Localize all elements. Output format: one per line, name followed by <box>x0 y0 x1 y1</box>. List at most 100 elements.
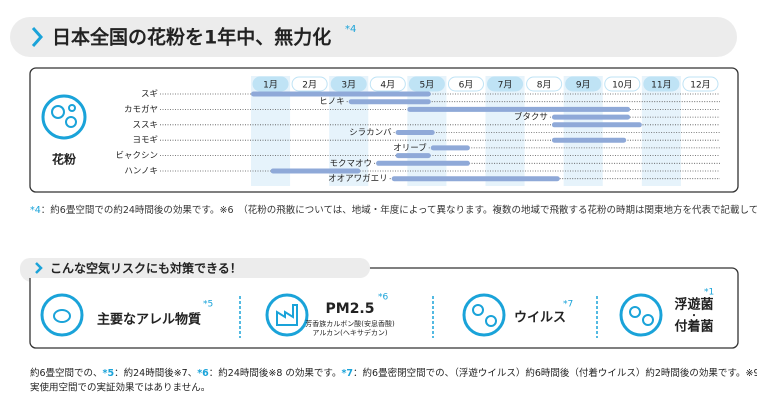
pollen-name: シラカンバ <box>349 128 392 138</box>
icon <box>619 293 663 337</box>
germ <box>629 306 641 318</box>
footer-mark: *6 <box>197 368 209 379</box>
pollen-name: ススキ <box>132 120 158 130</box>
icon <box>40 293 84 337</box>
chevron <box>31 27 44 47</box>
section-title: こんな空気リスクにも対策できる！ <box>50 261 242 276</box>
item-note: *1 <box>704 288 714 298</box>
month-label: 9月 <box>576 80 591 91</box>
footer-text: ：約6畳密閉空間での、（浮遊ウイルス）約6時間後（付着ウイルス）約2時間後の効果… <box>353 367 757 379</box>
month-label: 7月 <box>498 80 513 91</box>
pollen-period <box>376 160 470 166</box>
pollen-name: スギ <box>141 90 159 100</box>
section-title: 日本全国の花粉を1年中、無力化 <box>52 26 331 49</box>
title-note: *4 <box>345 24 356 35</box>
mite <box>53 309 71 323</box>
month-pill <box>487 76 524 92</box>
item-label: 浮遊菌 <box>674 297 713 313</box>
item-label: 付着菌 <box>674 319 713 335</box>
footer-text: ：約24時間後※7、 <box>114 367 197 379</box>
section-header <box>20 258 370 278</box>
month-pill <box>526 76 563 92</box>
chevron <box>35 262 43 274</box>
pollen-name: モクマオウ <box>330 159 373 169</box>
item-label: ・ <box>689 311 699 322</box>
month-column <box>485 76 525 186</box>
month-pill <box>252 76 289 92</box>
item-label: 主要なアレル物質 <box>97 312 201 328</box>
item-sub: アルカン(ヘキサデカン) <box>312 328 387 337</box>
pollen-name: オリーブ <box>393 142 427 153</box>
month-label: 6月 <box>459 80 474 91</box>
pollen-icon <box>68 104 76 112</box>
pollen-name: ビャクシン <box>115 151 158 161</box>
pollen-period <box>391 176 560 182</box>
factory <box>276 304 298 326</box>
calendar-box <box>29 67 739 193</box>
item-note: *6 <box>378 293 389 303</box>
pollen-icon <box>65 116 77 128</box>
item-label: PM2.5 <box>326 301 375 317</box>
month-label: 2月 <box>302 80 317 91</box>
pollen-period <box>551 122 642 128</box>
note-mark: *4 <box>30 205 41 216</box>
pollen-name: ヨモギ <box>132 136 158 146</box>
pollen-period <box>395 130 435 135</box>
pollen-period <box>551 114 631 120</box>
icon-details <box>53 304 654 327</box>
icons <box>40 293 663 337</box>
virus <box>485 315 497 327</box>
footer-mark: *7 <box>341 368 353 379</box>
pollen-name: ハンノキ <box>124 167 158 177</box>
icon <box>462 293 506 337</box>
month-pill <box>330 76 367 92</box>
month-pill <box>682 76 719 92</box>
pollen-name: オオアワガエリ <box>328 173 388 184</box>
calendar: 1月 2月 3月 4月 5月 6月 7月 8月 9月 10月 11月 12月スギヒノキカモガヤブタクサ… <box>115 76 720 186</box>
month-label: 3月 <box>341 80 356 91</box>
footer-mark: *5 <box>103 368 115 379</box>
section-header <box>10 17 737 57</box>
pollen-icon <box>41 94 87 140</box>
pollen-period <box>395 153 431 159</box>
item-sub: 芳香族カルボン酸(安息香酸) <box>305 319 395 328</box>
virus <box>472 304 484 316</box>
month-label: 12月 <box>690 80 710 91</box>
month-label: 5月 <box>420 80 435 91</box>
month-pill <box>643 76 680 92</box>
item-note: *7 <box>563 300 573 310</box>
footer-text: ：約24時間後※8 の効果です。 <box>209 367 342 379</box>
month-pill <box>291 76 328 92</box>
month-label: 8月 <box>537 80 552 91</box>
pollen-icon <box>51 105 65 119</box>
month-label: 10月 <box>612 80 632 91</box>
pollen-name: ヒノキ <box>319 97 345 107</box>
pollen-period <box>348 99 431 105</box>
month-label: 1月 <box>263 80 278 91</box>
item-label: ウイルス <box>514 311 566 326</box>
pollen-name: カモガヤ <box>124 104 158 115</box>
month-column <box>641 76 681 186</box>
pollen-period <box>551 137 627 143</box>
pollen-period <box>270 168 361 174</box>
footer: 実使用空間での実証効果ではありません。 <box>30 382 210 394</box>
month-pill <box>604 76 641 92</box>
icon-label: 花粉 <box>52 152 76 167</box>
month-column <box>563 76 603 186</box>
pollen-period <box>407 106 631 112</box>
footer: 約6畳空間での、*5：約24時間後※7、*6：約24時間後※8 の効果です。*7… <box>30 367 757 379</box>
month-label: 4月 <box>380 80 395 91</box>
note: *4：約6畳空間での約24時間後の効果です。※6 （花粉の飛散については、地域・… <box>30 204 757 216</box>
month-pill <box>447 76 484 92</box>
note-text: ：約6畳空間での約24時間後の効果です。※6 （花粉の飛散については、地域・年度… <box>41 204 757 216</box>
month-pill <box>408 76 445 92</box>
item-note: *5 <box>203 300 213 310</box>
pollen-period <box>430 145 470 151</box>
month-pill <box>369 76 406 92</box>
pollen-period <box>251 91 431 97</box>
germ <box>642 314 654 326</box>
month-label: 11月 <box>651 80 671 91</box>
footer-text: 約6畳空間での、 <box>30 367 103 379</box>
